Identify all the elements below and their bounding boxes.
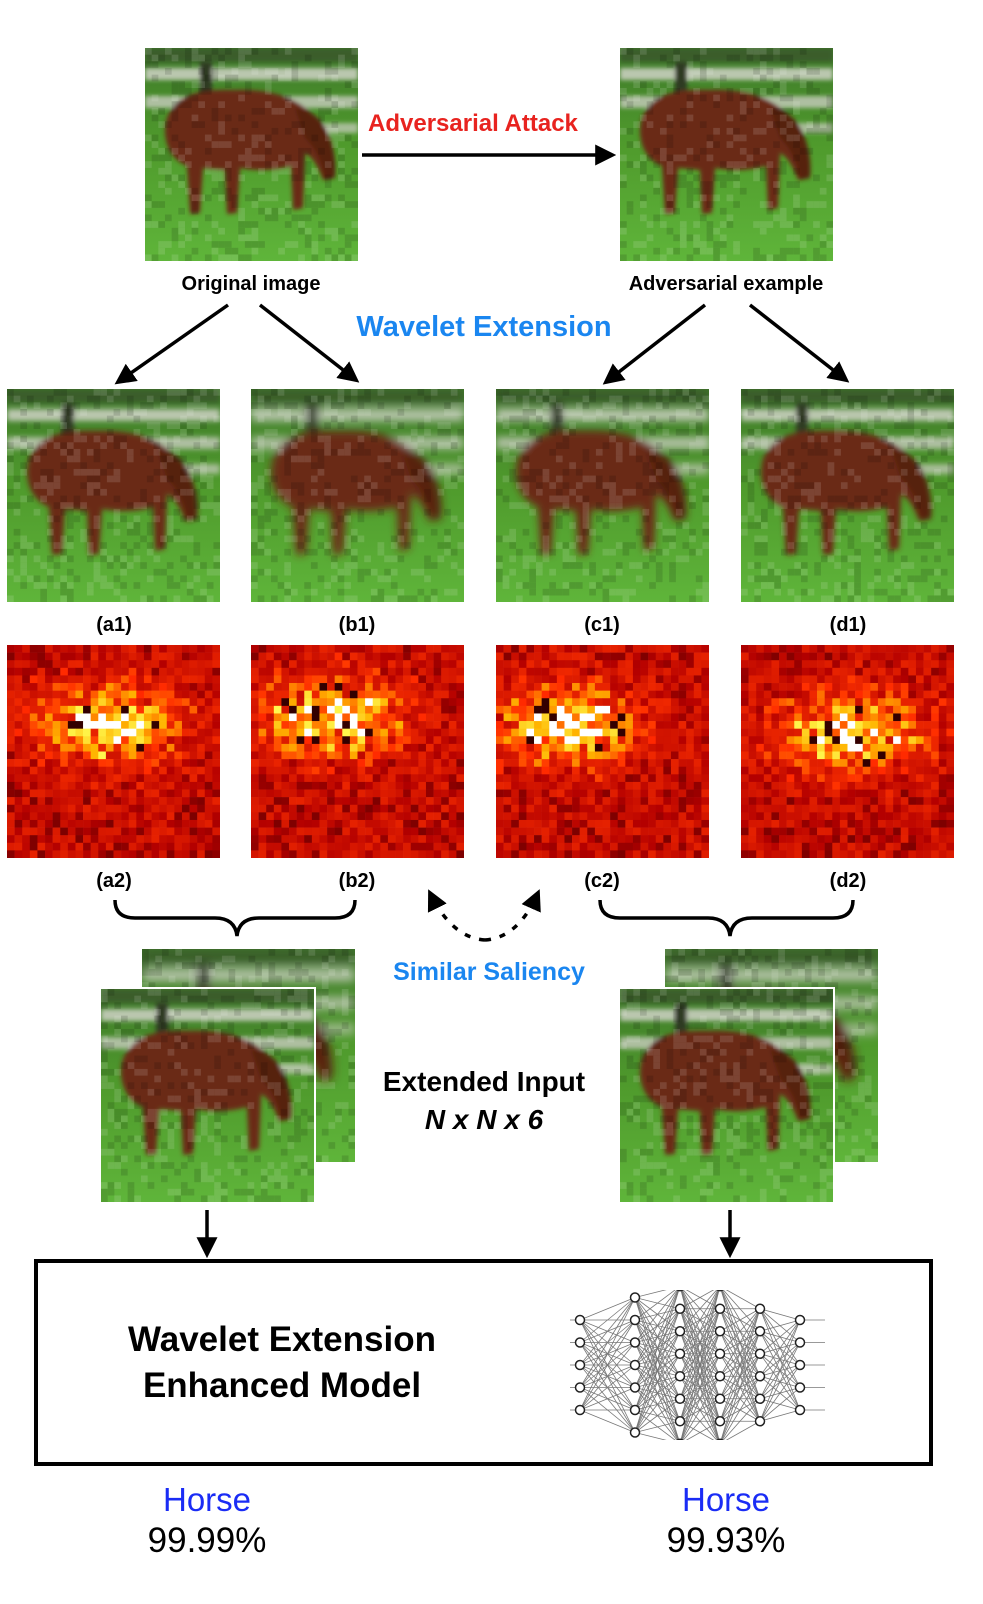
wavelet-label: Wavelet Extension [356, 311, 612, 343]
adversarial-image [620, 48, 833, 261]
result-left-value: 99.99% [147, 1521, 267, 1560]
label-b1: (b1) [338, 614, 376, 636]
adversarial-label: Adversarial example [628, 273, 824, 295]
brace-left [113, 899, 357, 937]
arrow-to-b1 [258, 303, 360, 383]
model-title-line2: Enhanced Model [142, 1366, 422, 1405]
neural-network-icon [570, 1290, 825, 1440]
panel-b1-image [251, 389, 464, 602]
panel-b2-saliency [251, 645, 464, 858]
label-c1: (c1) [584, 614, 620, 636]
panel-c2-saliency [496, 645, 709, 858]
extended-input-dims: N x N x 6 [424, 1104, 544, 1135]
label-c2: (c2) [584, 870, 620, 892]
panel-a2-saliency [7, 645, 220, 858]
label-d2: (d2) [829, 870, 867, 892]
arrow-to-a1 [114, 303, 230, 385]
arrow-to-d1 [748, 303, 850, 383]
label-a1: (a1) [96, 614, 132, 636]
panel-c1-image [496, 389, 709, 602]
similar-saliency-label: Similar Saliency [393, 958, 585, 986]
panel-d2-saliency [741, 645, 954, 858]
label-b2: (b2) [338, 870, 376, 892]
arrow-to-c1 [602, 303, 707, 385]
result-left-label: Horse [162, 1481, 252, 1518]
label-a2: (a2) [96, 870, 132, 892]
original-image [145, 48, 358, 261]
result-right-label: Horse [681, 1481, 771, 1518]
attack-label: Adversarial Attack [368, 110, 578, 137]
dotted-arrow-right [484, 889, 541, 942]
label-d1: (d1) [829, 614, 867, 636]
model-box [34, 1259, 933, 1466]
result-right-value: 99.93% [666, 1521, 786, 1560]
extended-input-right-front [618, 987, 835, 1204]
extended-input-label: Extended Input [382, 1066, 586, 1097]
panel-d1-image [741, 389, 954, 602]
panel-a1-image [7, 389, 220, 602]
model-title-line1: Wavelet Extension [128, 1320, 436, 1359]
extended-input-left-front [99, 987, 316, 1204]
brace-right [598, 899, 855, 937]
original-label: Original image [181, 273, 321, 295]
dotted-arrow-left [427, 889, 486, 942]
